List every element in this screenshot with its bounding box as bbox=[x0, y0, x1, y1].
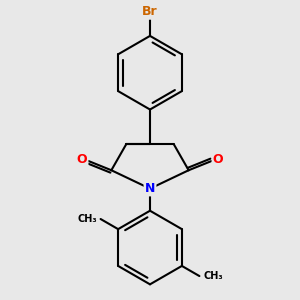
Text: O: O bbox=[76, 153, 87, 166]
Text: Br: Br bbox=[142, 5, 158, 19]
Text: CH₃: CH₃ bbox=[203, 271, 223, 281]
Text: CH₃: CH₃ bbox=[77, 214, 97, 224]
Text: O: O bbox=[213, 153, 224, 166]
Text: N: N bbox=[145, 182, 155, 195]
